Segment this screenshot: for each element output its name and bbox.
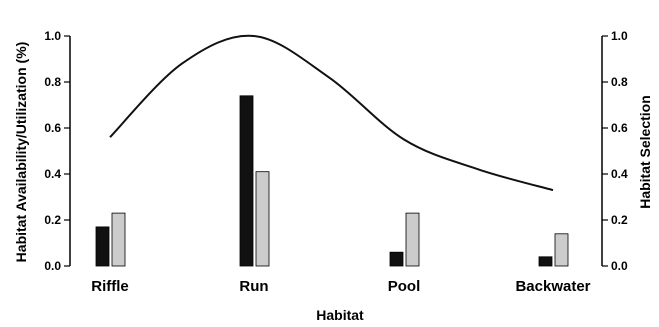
bar-dark-backwater <box>538 256 553 267</box>
y-axis-title-left: Habitat Availability/Utilization (%) <box>13 42 29 263</box>
bar-light-riffle <box>111 212 126 267</box>
axes-group: 0.0 0.2 0.4 0.6 0.8 1.0 0.0 0.2 0.4 0.6 0.8 1.0 Riff… <box>44 29 628 295</box>
y-tick-label-left: 0.6 <box>44 121 61 135</box>
y-tick-label-left: 0.4 <box>44 167 61 181</box>
y-tick-label-right: 0.2 <box>611 213 628 227</box>
bar-light-backwater <box>554 233 569 267</box>
x-category-label-run: Run <box>239 278 268 295</box>
bar-light-run <box>255 171 270 267</box>
y-tick-label-left: 0.2 <box>44 213 61 227</box>
y-tick-label-right: 0.8 <box>611 75 628 89</box>
x-category-label-pool: Pool <box>388 278 421 295</box>
bar-dark-riffle <box>95 226 110 267</box>
y-tick-label-left: 0.0 <box>44 259 61 273</box>
bar-dark-run <box>239 95 254 267</box>
y-tick-label-right: 1.0 <box>611 29 628 43</box>
selection-curve <box>109 34 554 192</box>
x-category-label-riffle: Riffle <box>91 278 129 295</box>
y-tick-label-right: 0.0 <box>611 259 628 273</box>
y-axis-title-right: Habitat Selection <box>637 95 653 209</box>
bar-light-pool <box>405 212 420 267</box>
x-axis-title: Habitat <box>316 307 364 323</box>
bars-group <box>95 95 569 267</box>
y-tick-label-right: 0.6 <box>611 121 628 135</box>
y-tick-label-left: 1.0 <box>44 29 61 43</box>
y-tick-label-left: 0.8 <box>44 75 61 89</box>
bar-dark-pool <box>389 251 404 267</box>
x-category-label-backwater: Backwater <box>515 278 590 295</box>
y-tick-label-right: 0.4 <box>611 167 628 181</box>
